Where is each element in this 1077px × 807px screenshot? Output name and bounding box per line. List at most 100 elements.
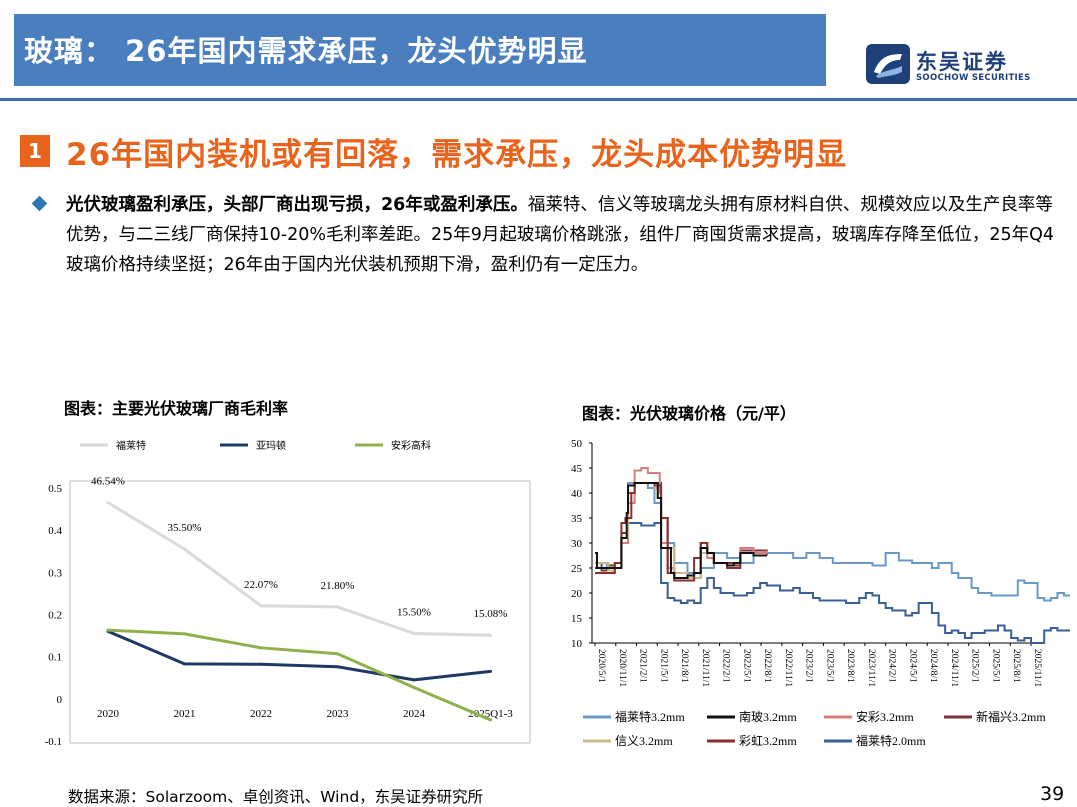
right-x-tick-label: 2022/5/1: [741, 649, 751, 683]
right-y-tick-label: 10: [571, 638, 583, 650]
right-x-tick-label: 2021/5/1: [658, 649, 668, 683]
left-x-tick-label: 2022: [250, 708, 272, 720]
right-series-line: [595, 482, 1070, 602]
left-data-label: 21.80%: [321, 580, 355, 592]
left-data-point: [412, 685, 416, 689]
company-logo: 东吴证券 SOOCHOW SECURITIES: [866, 44, 1066, 88]
left-data-point: [489, 718, 492, 722]
logo-name-en: SOOCHOW SECURITIES: [916, 73, 1031, 83]
right-x-tick-label: 2021/8/1: [679, 649, 689, 683]
left-y-tick-label: 0.5: [48, 483, 62, 495]
left-data-point: [336, 652, 339, 656]
left-plot-frame: [69, 480, 531, 744]
right-legend-label: 福莱特2.0mm: [856, 733, 926, 748]
right-chart-title: 图表：光伏玻璃价格（元/平）: [582, 404, 796, 423]
left-x-tick-label: 2023: [327, 708, 350, 720]
right-x-tick-label: 2021/2/1: [638, 649, 648, 683]
left-data-label: 15.08%: [474, 608, 508, 620]
right-x-tick-label: 2023/2/1: [804, 649, 814, 683]
right-legend-label: 安彩3.2mm: [856, 709, 914, 724]
right-x-tick-label: 2025/5/1: [990, 649, 1000, 683]
left-data-point: [489, 633, 492, 637]
right-x-tick-label: 2023/11/1: [866, 649, 876, 687]
left-chart-title: 图表：主要光伏玻璃厂商毛利率: [64, 399, 289, 418]
left-x-tick-label: 2020: [97, 708, 120, 720]
left-legend-label: 亚玛顿: [256, 439, 286, 452]
gross-margin-chart: -0.1 0 0.1 0.2 0.3 0.4 0.5 2020 2021 2022 2023 2024…: [45, 439, 531, 748]
left-data-point: [106, 501, 110, 505]
left-x-tick-label: 2025Q1-3: [468, 708, 513, 720]
right-legend-label: 新福兴3.2mm: [976, 709, 1046, 724]
left-data-point: [183, 662, 186, 666]
left-series-line: [107, 628, 492, 722]
right-x-tick-label: 2024/11/1: [949, 649, 959, 687]
right-y-tick-label: 15: [571, 613, 583, 625]
right-x-tick-label: 2023/5/1: [824, 649, 834, 683]
left-y-tick-label: 0.4: [48, 525, 62, 537]
header-rule: [0, 98, 1077, 101]
left-data-point: [412, 631, 416, 635]
logo-name: 东吴证券: [916, 50, 1008, 74]
left-data-label: 22.07%: [244, 579, 278, 591]
left-series-line: [107, 629, 491, 682]
right-x-tick-label: 2021/11/1: [700, 649, 710, 687]
right-x-tick-label: 2025/2/1: [970, 649, 980, 683]
soochow-logo-icon: [866, 44, 910, 84]
right-x-tick-label: 2022/11/1: [783, 649, 793, 687]
right-y-tick-label: 25: [571, 563, 583, 575]
page-title: 玻璃： 26年国内需求承压，龙头优势明显: [24, 34, 588, 68]
section-title: 26年国内装机或有回落，需求承压，龙头成本优势明显: [66, 137, 848, 173]
right-x-tick-label: 2024/5/1: [907, 649, 917, 683]
left-legend-label: 安彩高科: [391, 439, 431, 452]
left-data-label: 46.54%: [91, 476, 125, 488]
data-source-note: 数据来源：Solarzoom、卓创资讯、Wind，东吴证券研究所: [68, 788, 484, 806]
left-data-point: [259, 662, 263, 666]
left-x-tick-label: 2024: [403, 708, 426, 720]
right-x-tick-label: 2022/8/1: [762, 649, 772, 683]
left-data-point: [106, 628, 110, 632]
left-data-label: 15.50%: [397, 606, 431, 618]
left-data-point: [336, 665, 339, 669]
left-data-point: [259, 604, 263, 608]
right-legend-label: 彩虹3.2mm: [739, 734, 797, 748]
right-series-line: [595, 482, 767, 579]
left-y-tick-label: 0.3: [48, 567, 62, 579]
diamond-bullet-icon: [31, 195, 48, 212]
right-legend-label: 南玻3.2mm: [739, 709, 797, 724]
left-data-point: [259, 646, 263, 650]
glass-price-chart: 10 15 20 25 30 35 40 45 50 2020/5/1 2020/11/1 2021/…: [571, 438, 1070, 748]
right-legend-label: 信义3.2mm: [615, 734, 673, 748]
right-series-line: [595, 522, 1070, 644]
right-y-tick-label: 45: [571, 463, 583, 475]
left-data-point: [336, 605, 339, 609]
left-data-point: [412, 678, 416, 682]
right-x-tick-label: 2024/2/1: [887, 649, 897, 683]
right-x-tick-label: 2025/8/1: [1011, 649, 1021, 683]
left-y-tick-label: 0.1: [48, 652, 62, 664]
right-y-tick-label: 20: [571, 588, 583, 600]
right-x-tick-label: 2025/11/1: [1032, 649, 1042, 687]
left-y-tick-label: -0.1: [45, 736, 62, 748]
left-data-point: [183, 547, 186, 551]
right-y-tick-label: 50: [571, 438, 583, 450]
left-data-point: [489, 669, 492, 673]
right-y-tick-label: 35: [571, 513, 583, 525]
right-legend-label: 福莱特3.2mm: [615, 709, 685, 724]
right-x-tick-label: 2020/11/1: [617, 649, 627, 687]
right-x-tick-label: 2024/8/1: [928, 649, 938, 683]
paragraph-lead: 光伏玻璃盈利承压，头部厂商出现亏损，26年或盈利承压。: [66, 195, 528, 215]
left-data-point: [183, 632, 186, 636]
right-x-tick-label: 2022/2/1: [721, 649, 731, 683]
section-number: 1: [20, 135, 50, 167]
body-paragraph: 光伏玻璃盈利承压，头部厂商出现亏损，26年或盈利承压。福莱特、信义等玻璃龙头拥有…: [66, 190, 1056, 280]
right-y-tick-label: 30: [571, 538, 583, 550]
left-data-label: 35.50%: [168, 522, 202, 534]
page-number: 39: [1040, 783, 1065, 805]
left-y-tick-label: 0: [57, 694, 63, 706]
title-bar: [14, 14, 826, 86]
right-x-tick-label: 2020/5/1: [596, 649, 606, 683]
right-y-tick-label: 40: [571, 488, 583, 500]
left-y-tick-label: 0.2: [48, 610, 62, 622]
left-series-line: [107, 501, 491, 637]
right-x-tick-label: 2023/8/1: [845, 649, 855, 683]
